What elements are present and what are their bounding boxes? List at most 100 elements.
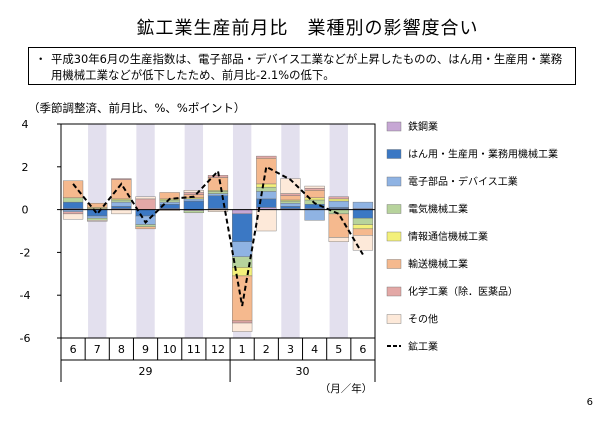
bar-segment: [207, 191, 229, 194]
legend-label: はん用・生産用・業務用機械工業: [408, 148, 558, 161]
bar-segment: [328, 198, 349, 202]
bar-segment: [232, 241, 253, 257]
bar-segment: [183, 190, 204, 193]
bar-segment: [256, 209, 277, 232]
bar-segment: [183, 192, 204, 195]
bar-segment: [87, 202, 108, 208]
legend-swatch: [386, 149, 402, 159]
bar-segment: [304, 209, 325, 221]
month-label: 7: [94, 343, 101, 356]
bar-segment: [62, 197, 84, 203]
bar-segment: [183, 200, 204, 210]
summary-note: ・ 平成30年6月の生産指数は、電子部品・デバイス工業などが上昇したものの、はん…: [28, 47, 576, 85]
bar-segment: [256, 191, 277, 200]
legend-swatch: [386, 121, 402, 132]
bar-segment: [256, 183, 277, 188]
bar-segment: [111, 178, 132, 180]
bar-segment: [135, 224, 156, 227]
month-label: 3: [287, 343, 294, 356]
bar-segment: [352, 217, 374, 225]
legend-label: 電子部品・デバイス工業: [408, 175, 518, 188]
bar-segment: [328, 196, 349, 200]
bar-segment: [135, 198, 156, 210]
bar-segment: [232, 209, 253, 215]
legend-swatch: [386, 259, 402, 269]
total-line: [72, 165, 364, 307]
month-label: 12: [211, 343, 225, 356]
month-label: 1: [239, 343, 246, 356]
month-label: 10: [163, 343, 177, 356]
plot-frame: [60, 123, 376, 339]
legend-label: 化学工業（除．医薬品）: [408, 285, 518, 298]
page-title: 鉱工業生産前月比 業種別の影響度合い: [136, 18, 479, 39]
legend-label: 情報通信機械工業: [408, 230, 488, 243]
page-number: 6: [586, 397, 593, 408]
bar-segment: [328, 209, 349, 215]
shade-column: [184, 124, 204, 338]
bar-segment: [232, 322, 253, 332]
shade-column: [281, 124, 300, 338]
legend-swatch: [386, 231, 402, 242]
legend-swatch: [386, 314, 402, 324]
bar-segment: [87, 217, 108, 221]
month-label: 6: [70, 343, 77, 356]
bar-segment: [62, 211, 84, 215]
y-tick-label: 2: [22, 161, 29, 174]
bar-segment: [62, 180, 84, 199]
shade-column: [136, 124, 155, 338]
bar-segment: [183, 198, 204, 202]
year-label: 30: [296, 365, 310, 378]
bar-segment: [352, 201, 374, 209]
legend-swatch: [386, 286, 402, 297]
bar-segment: [87, 220, 108, 222]
month-label: 6: [359, 343, 366, 356]
y-tick-label: 0: [22, 204, 29, 217]
bar-segment: [280, 200, 301, 204]
bar-segment: [87, 209, 108, 217]
y-tick-label: -2: [20, 246, 31, 259]
legend-label: 電気機械工業: [408, 203, 468, 216]
bar-segment: [304, 185, 325, 189]
legend-label: その他: [408, 313, 438, 326]
bar-segment: [352, 235, 374, 251]
bar-segment: [280, 202, 301, 207]
x-unit-label: （月／年）: [320, 382, 373, 395]
bar-segment: [111, 206, 132, 209]
bar-segment: [135, 196, 156, 200]
bar-segment: [304, 197, 325, 201]
legend-label: 輸送機械工業: [408, 258, 468, 271]
month-label: 8: [118, 343, 125, 356]
legend-swatch: [386, 176, 402, 187]
bar-segment: [111, 199, 132, 203]
units-label: （季節調整済、前月比、%、%ポイント）: [28, 101, 246, 115]
bar-segment: [183, 210, 204, 214]
bar-segment: [280, 195, 301, 201]
summary-note-text: 平成30年6月の生産指数は、電子部品・デバイス工業などが上昇したものの、はん用・…: [51, 52, 563, 82]
note-bullet: ・: [35, 52, 47, 66]
month-label: 2: [263, 343, 270, 356]
month-label: 5: [335, 343, 342, 356]
bar-segment: [87, 215, 108, 219]
month-label: 9: [142, 343, 149, 356]
legend-label: 鉄鋼業: [408, 120, 438, 133]
bar-segment: [207, 193, 229, 196]
bar-segment: [135, 226, 156, 230]
bar-segment: [159, 201, 180, 205]
bar-segment: [352, 224, 374, 230]
bar-segment: [62, 213, 84, 220]
bar-segment: [280, 193, 301, 196]
y-tick-label: -6: [20, 332, 31, 345]
legend-swatch: [386, 204, 402, 214]
bar-segment: [352, 209, 374, 219]
bar-segment: [256, 186, 277, 192]
bar-segment: [280, 206, 301, 209]
bar-segment: [62, 201, 84, 209]
bar-segment: [328, 200, 349, 208]
bar-segment: [256, 155, 277, 159]
legend-label: 鉱工業: [408, 340, 438, 353]
month-label: 4: [311, 343, 318, 356]
y-tick-label: -4: [20, 289, 31, 302]
bar-segment: [328, 237, 349, 242]
y-tick-label: 4: [22, 118, 29, 131]
